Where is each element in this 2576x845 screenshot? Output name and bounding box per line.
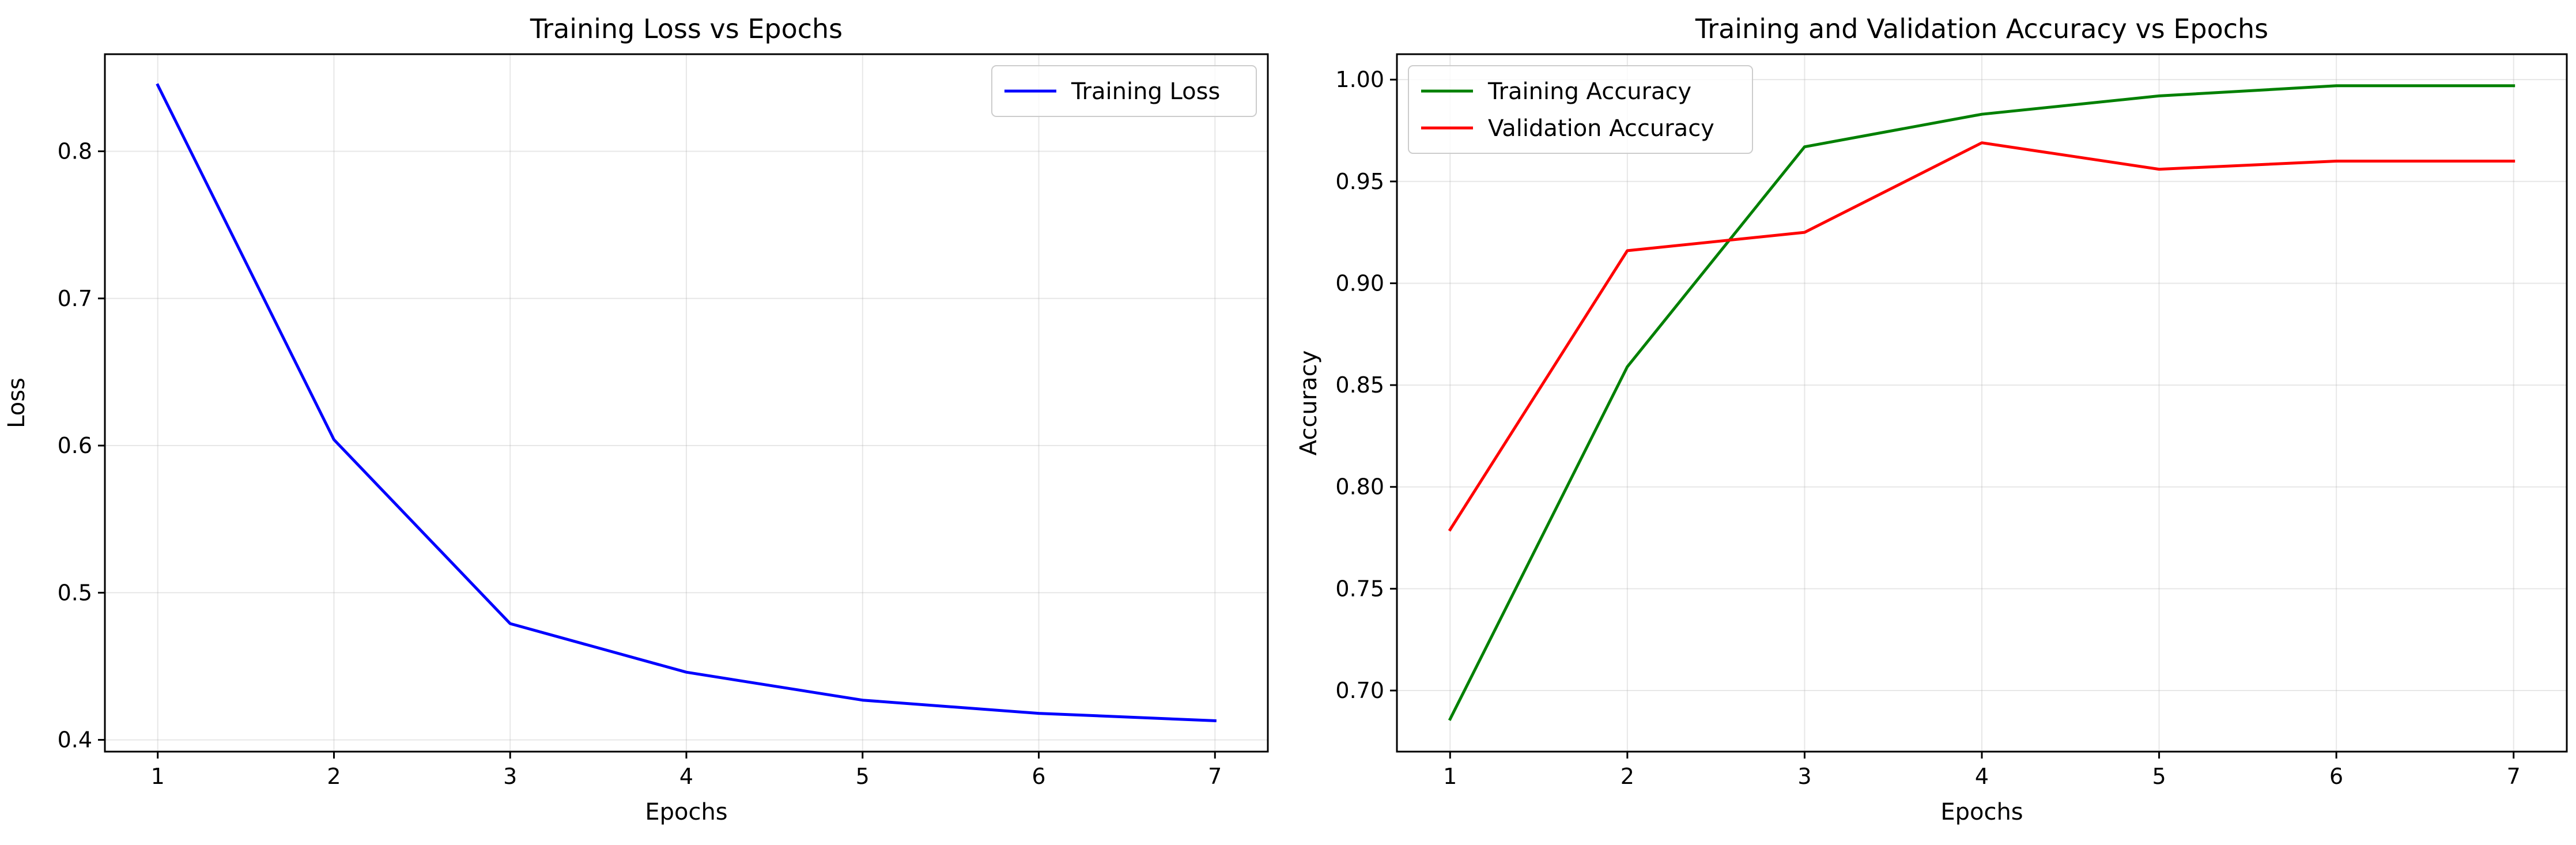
loss-x-tick-label-3: 3 (503, 764, 517, 789)
loss-x-tick-label-5: 5 (856, 764, 870, 789)
loss-x-axis-label: Epochs (645, 799, 727, 825)
training-accuracy-line (1448, 84, 2515, 721)
accuracy-y-tick-label-0-80: 0.80 (1335, 474, 1384, 500)
training-accuracy-legend-label: Training Accuracy (1487, 78, 1691, 105)
training-loss-legend-label: Training Loss (1071, 78, 1220, 105)
loss-legend-box (991, 65, 1257, 117)
accuracy-x-tick-label-5: 5 (2152, 764, 2166, 789)
validation-accuracy-line (1448, 141, 2515, 532)
accuracy-y-tick-label-0-75: 0.75 (1335, 576, 1384, 601)
accuracy-chart-title: Training and Validation Accuracy vs Epoc… (1695, 13, 2268, 44)
accuracy-y-tick-label-1-00: 1.00 (1335, 67, 1384, 92)
accuracy-x-tick-label-7: 7 (2507, 764, 2521, 789)
training-loss-line (156, 83, 1217, 723)
loss-chart-panel: 1 2 3 4 5 6 7 0.4 0.5 0.6 0.7 0.8 Training Loss vs … (3, 13, 1269, 825)
loss-x-tick-label-1: 1 (151, 764, 165, 789)
loss-y-tick-label-0-6: 0.6 (58, 433, 92, 458)
accuracy-legend: Training Accuracy Validation Accuracy (1408, 65, 1753, 154)
loss-x-tick-label-7: 7 (1208, 764, 1222, 789)
loss-y-tick-label-0-7: 0.7 (58, 286, 92, 311)
accuracy-x-tick-label-6: 6 (2329, 764, 2343, 789)
loss-chart-title: Training Loss vs Epochs (530, 13, 843, 44)
accuracy-x-axis-label: Epochs (1940, 799, 2023, 825)
accuracy-x-tick-label-3: 3 (1797, 764, 1811, 789)
accuracy-x-tick-label-2: 2 (1621, 764, 1634, 789)
loss-y-tick-label-0-4: 0.4 (58, 727, 92, 753)
accuracy-y-tick-label-0-70: 0.70 (1335, 678, 1384, 703)
loss-y-axis-label: Loss (3, 378, 30, 428)
accuracy-x-tick-label-4: 4 (1975, 764, 1989, 789)
accuracy-legend-box (1408, 65, 1753, 154)
loss-x-tick-label-4: 4 (679, 764, 693, 789)
loss-y-tick-label-0-8: 0.8 (58, 138, 92, 164)
accuracy-x-tick-label-1: 1 (1443, 764, 1457, 789)
loss-y-tick-label-0-5: 0.5 (58, 580, 92, 605)
accuracy-y-tick-label-0-90: 0.90 (1335, 270, 1384, 296)
loss-x-tick-label-6: 6 (1032, 764, 1045, 789)
accuracy-chart-panel: 1 2 3 4 5 6 7 0.70 0.75 0.80 0.85 0.90 0.95 1.00 Trai… (1295, 13, 2568, 825)
loss-x-tick-label-2: 2 (327, 764, 341, 789)
accuracy-y-axis-label: Accuracy (1295, 350, 1322, 456)
loss-legend: Training Loss (991, 65, 1257, 117)
accuracy-y-tick-label-0-85: 0.85 (1335, 372, 1384, 398)
accuracy-y-tick-label-0-95: 0.95 (1335, 169, 1384, 194)
validation-accuracy-legend-label: Validation Accuracy (1488, 115, 1714, 142)
